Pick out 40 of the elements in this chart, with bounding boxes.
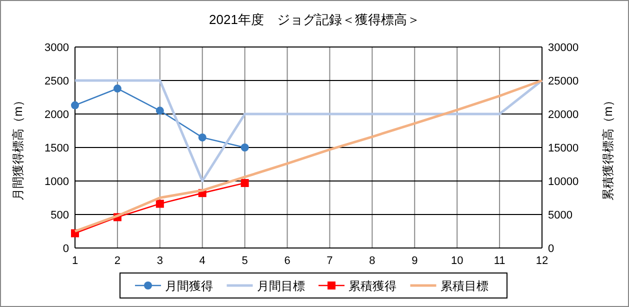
y-tick-label: 3000 [44, 42, 69, 54]
x-tick-label: 2 [114, 255, 121, 267]
y2-tick-label: 15000 [548, 142, 579, 154]
point [156, 200, 164, 208]
point [240, 179, 249, 188]
x-tick-label: 3 [156, 255, 163, 267]
x-tick-label: 7 [326, 255, 333, 267]
x-tick-label: 4 [199, 255, 206, 267]
y-tick-label: 0 [62, 243, 69, 255]
x-tick-label: 9 [412, 255, 418, 267]
x-tick-label: 1 [72, 255, 78, 267]
y2-tick-label: 5000 [548, 210, 572, 222]
x-tick-label: 8 [369, 255, 376, 267]
legend-label: 累積獲得 [348, 279, 396, 293]
point [240, 144, 249, 152]
x-tick-label: 10 [450, 255, 464, 267]
y-tick-label: 1000 [44, 176, 69, 188]
point [156, 106, 164, 115]
point [198, 133, 206, 142]
point [71, 101, 79, 110]
y2-tick-label: 20000 [548, 109, 579, 121]
y2-tick-label: 30000 [548, 42, 579, 54]
y2-axis-title: 累積獲得標高（m） [601, 94, 615, 200]
y-tick-label: 500 [50, 210, 69, 222]
x-tick-label: 6 [284, 255, 290, 267]
y-tick-label: 2500 [44, 76, 69, 88]
chart-title: 2021年度 ジョグ記録＜獲得標高＞ [209, 12, 420, 27]
y2-tick-label: 0 [548, 243, 554, 255]
y2-tick-label: 25000 [548, 76, 579, 88]
y-tick-label: 1500 [44, 142, 69, 154]
legend-label: 月間目標 [256, 279, 305, 293]
y2-tick-label: 10000 [548, 176, 579, 188]
y-axis-title: 月間獲得標高（m） [11, 94, 25, 200]
y-tick-label: 2000 [44, 109, 69, 121]
point [113, 84, 122, 93]
x-tick-label: 12 [536, 255, 548, 267]
x-tick-label: 5 [242, 255, 248, 267]
legend-label: 累積目標 [440, 279, 488, 293]
x-tick-label: 11 [494, 255, 506, 267]
legend-label: 月間獲得 [165, 279, 213, 293]
